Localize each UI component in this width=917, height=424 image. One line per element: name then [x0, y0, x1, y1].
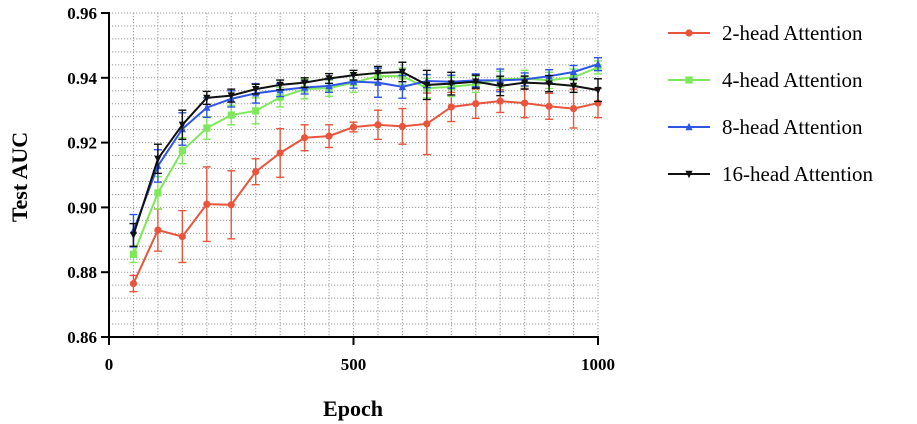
data-point — [227, 92, 235, 100]
data-point — [301, 134, 309, 142]
x-tick-label: 1000 — [581, 355, 615, 374]
data-point — [349, 123, 358, 131]
legend-label: 8-head Attention — [722, 115, 863, 139]
data-point — [569, 82, 578, 91]
data-point — [252, 168, 260, 176]
data-point — [227, 201, 235, 209]
legend-marker — [685, 29, 693, 37]
legend-entry: 2-head Attention — [668, 21, 863, 45]
data-point — [252, 107, 260, 115]
y-axis-title: Test AUC — [7, 132, 32, 222]
y-tick-label: 0.94 — [67, 69, 97, 88]
x-tick-label: 500 — [341, 355, 367, 374]
series-line — [132, 70, 599, 236]
data-point — [203, 200, 211, 208]
data-point — [178, 232, 186, 241]
data-point — [154, 155, 162, 163]
legend-entry: 16-head Attention — [668, 162, 874, 186]
ticks: 0.86 0.88 0.90 0.92 0.94 0.96 0 500 1000 — [67, 4, 615, 374]
data-point — [447, 80, 455, 88]
data-point — [349, 72, 358, 80]
data-point — [398, 82, 406, 91]
y-tick-label: 0.86 — [67, 328, 97, 347]
data-point — [301, 79, 309, 87]
data-point — [325, 75, 333, 83]
data-point — [496, 82, 504, 91]
data-point — [472, 100, 480, 108]
data-point — [447, 103, 455, 111]
data-point — [374, 69, 382, 78]
legend-label: 2-head Attention — [722, 21, 863, 45]
data-point — [521, 79, 529, 87]
series-4 — [129, 61, 602, 247]
x-axis-title: Epoch — [323, 396, 383, 421]
data-point — [203, 124, 211, 132]
data-point — [325, 81, 333, 90]
grid — [109, 12, 599, 337]
data-point — [521, 99, 529, 107]
legend-label: 4-head Attention — [722, 68, 863, 92]
data-point — [472, 78, 480, 86]
data-point — [129, 279, 138, 288]
legend-entry: 8-head Attention — [668, 115, 863, 139]
series-1 — [129, 87, 602, 293]
data-point — [227, 111, 235, 119]
legend-marker — [685, 76, 693, 84]
x-tick-label: 0 — [105, 355, 114, 374]
data-point — [252, 85, 260, 94]
data-point — [203, 94, 211, 103]
data-point — [178, 147, 186, 155]
data-point — [545, 80, 553, 88]
series-3 — [129, 57, 602, 248]
data-point — [276, 149, 284, 157]
data-point — [545, 102, 553, 110]
data-point — [569, 67, 578, 76]
legend-label: 16-head Attention — [722, 162, 874, 186]
data-point — [398, 68, 406, 77]
data-point — [154, 226, 162, 234]
data-point — [276, 81, 284, 90]
legend: 2-head Attention 4-head Attention 8-head A… — [668, 21, 874, 186]
legend-entry: 4-head Attention — [668, 68, 863, 92]
data-point — [569, 104, 578, 113]
data-point — [374, 121, 382, 129]
data-point — [129, 250, 138, 258]
data-point — [423, 120, 431, 128]
y-tick-label: 0.90 — [67, 198, 97, 217]
data-point — [129, 231, 138, 240]
data-point — [203, 103, 211, 111]
data-point — [594, 86, 602, 95]
data-point — [496, 97, 504, 105]
legend-marker — [685, 170, 693, 179]
plot-area — [129, 57, 602, 293]
data-point — [154, 189, 162, 197]
data-point — [325, 132, 333, 140]
series-line — [132, 63, 599, 232]
data-point — [594, 59, 602, 68]
y-tick-label: 0.88 — [67, 263, 97, 282]
legend-marker — [685, 122, 693, 131]
series-line — [132, 66, 599, 255]
data-point — [349, 77, 358, 85]
data-point — [178, 121, 186, 129]
y-tick-label: 0.96 — [67, 4, 97, 23]
y-tick-label: 0.92 — [67, 134, 97, 153]
series-2 — [129, 60, 602, 264]
series-line — [132, 100, 599, 284]
data-point — [423, 81, 431, 90]
data-point — [374, 78, 382, 86]
data-point — [398, 122, 406, 130]
